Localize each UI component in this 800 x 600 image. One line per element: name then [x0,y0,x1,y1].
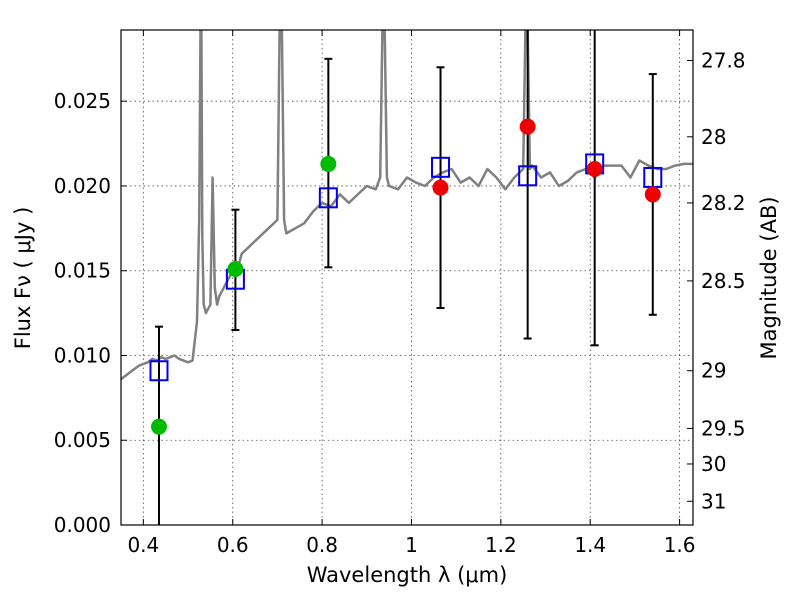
model-photometry-square [518,165,538,187]
x-tick-label: 0.4 [127,533,159,557]
y-axis-label: Flux Fν ( μJy ) [11,207,35,350]
x-tick-label: 1.6 [664,533,696,557]
y-right-tick-label: 28 [701,125,726,149]
model-photometry-square [149,360,169,382]
x-axis-label: Wavelength λ (μm) [307,563,508,587]
y-right-tick-label: 29.5 [701,416,746,440]
y-right-tick-label: 30 [701,452,726,476]
nir-photometry-point [644,186,661,203]
y-right-tick-label: 31 [701,489,726,513]
y-tick-label: 0.015 [54,259,111,283]
nir-photometry-point [586,161,603,178]
sed-model-line [121,30,693,381]
y-right-tick-label: 28.2 [701,191,746,215]
y-right-tick-label: 29 [701,359,726,383]
x-tick-label: 1.4 [574,533,606,557]
plot-area [121,30,693,525]
axes: 0.4 0.6 0.8 1 1.2 1.4 1.6 0.000 0.005 0.010 0.015 0… [54,30,746,557]
optical-photometry-point [150,418,167,435]
optical-photometry-point [320,155,337,172]
y-tick-label: 0.025 [54,89,111,113]
nir-photometry-point [519,118,536,135]
plot-frame [120,29,694,526]
nir-photometry-point [432,179,449,196]
optical-photometry-point [227,261,244,278]
y-right-tick-label: 28.5 [701,269,746,293]
y-tick-label: 0.000 [54,513,111,537]
x-tick-label: 1.2 [485,533,517,557]
y-tick-label: 0.020 [54,174,111,198]
y-tick-label: 0.010 [54,343,111,367]
grid [121,30,693,526]
y-tick-label: 0.005 [54,428,111,452]
y-axis-right-label: Magnitude (AB) [757,196,781,359]
x-tick-label: 1 [405,533,418,557]
x-tick-label: 0.8 [306,533,338,557]
model-photometry-square [318,187,338,209]
model-photometry-square [431,156,451,178]
y-right-tick-label: 27.8 [701,49,746,73]
x-tick-label: 0.6 [217,533,249,557]
data-layer [121,30,693,525]
